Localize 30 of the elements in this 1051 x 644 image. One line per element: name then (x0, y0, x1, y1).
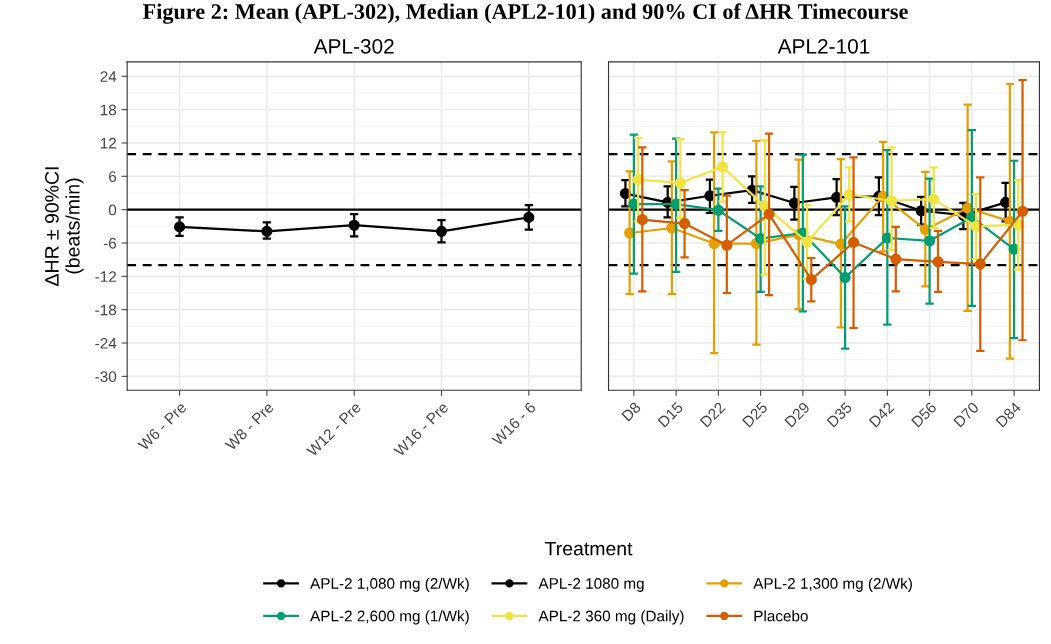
x-tick-label: D15 (657, 401, 684, 428)
legend-label: APL-2 2,600 mg (1/Wk) (310, 610, 469, 625)
y-tick-label: -12 (95, 271, 116, 282)
y-tick-label: -18 (95, 304, 117, 316)
y-tick-label: -30 (95, 371, 117, 383)
legend-label: APL-2 1,080 mg (2/Wk) (310, 577, 469, 592)
y-tick-label: 24 (100, 71, 117, 82)
x-tick-label: D35 (826, 401, 853, 428)
chart-title: APL2-101 (777, 38, 870, 54)
caption: Figure 2: Mean (APL-302), Median (APL2-101) and 90% CI of ΔHR Timecourse (142, 3, 908, 24)
x-tick-label: D56 (910, 401, 938, 428)
x-tick-label: D29 (784, 401, 811, 428)
y-tick-label: -6 (103, 237, 117, 249)
legend-label: Placebo (754, 610, 808, 622)
y-tick-label: -24 (95, 337, 117, 349)
legend-label: APL-2 360 mg (Daily) (538, 610, 684, 625)
y-tick-label: 18 (100, 104, 117, 116)
legend-label: APL-2 1080 mg (538, 578, 644, 592)
x-tick-label: D84 (995, 401, 1022, 428)
chart-title: APL-302 (313, 38, 394, 54)
legend-title: Treatment (545, 541, 633, 556)
x-tick-label: W8 - Pre (224, 401, 275, 452)
x-tick-label: W6 - Pre (137, 401, 188, 452)
y-tick-label: 12 (100, 137, 116, 149)
x-tick-label: D8 (621, 401, 642, 422)
y-tick-label: 0 (108, 204, 117, 216)
x-tick-label: D70 (953, 401, 980, 428)
y-tick-label: 6 (109, 171, 117, 182)
legend-label: APL-2 1,300 mg (2/Wk) (753, 577, 912, 592)
y-axis-title: ΔHR ± 90%CI (beats/min) (45, 167, 84, 286)
